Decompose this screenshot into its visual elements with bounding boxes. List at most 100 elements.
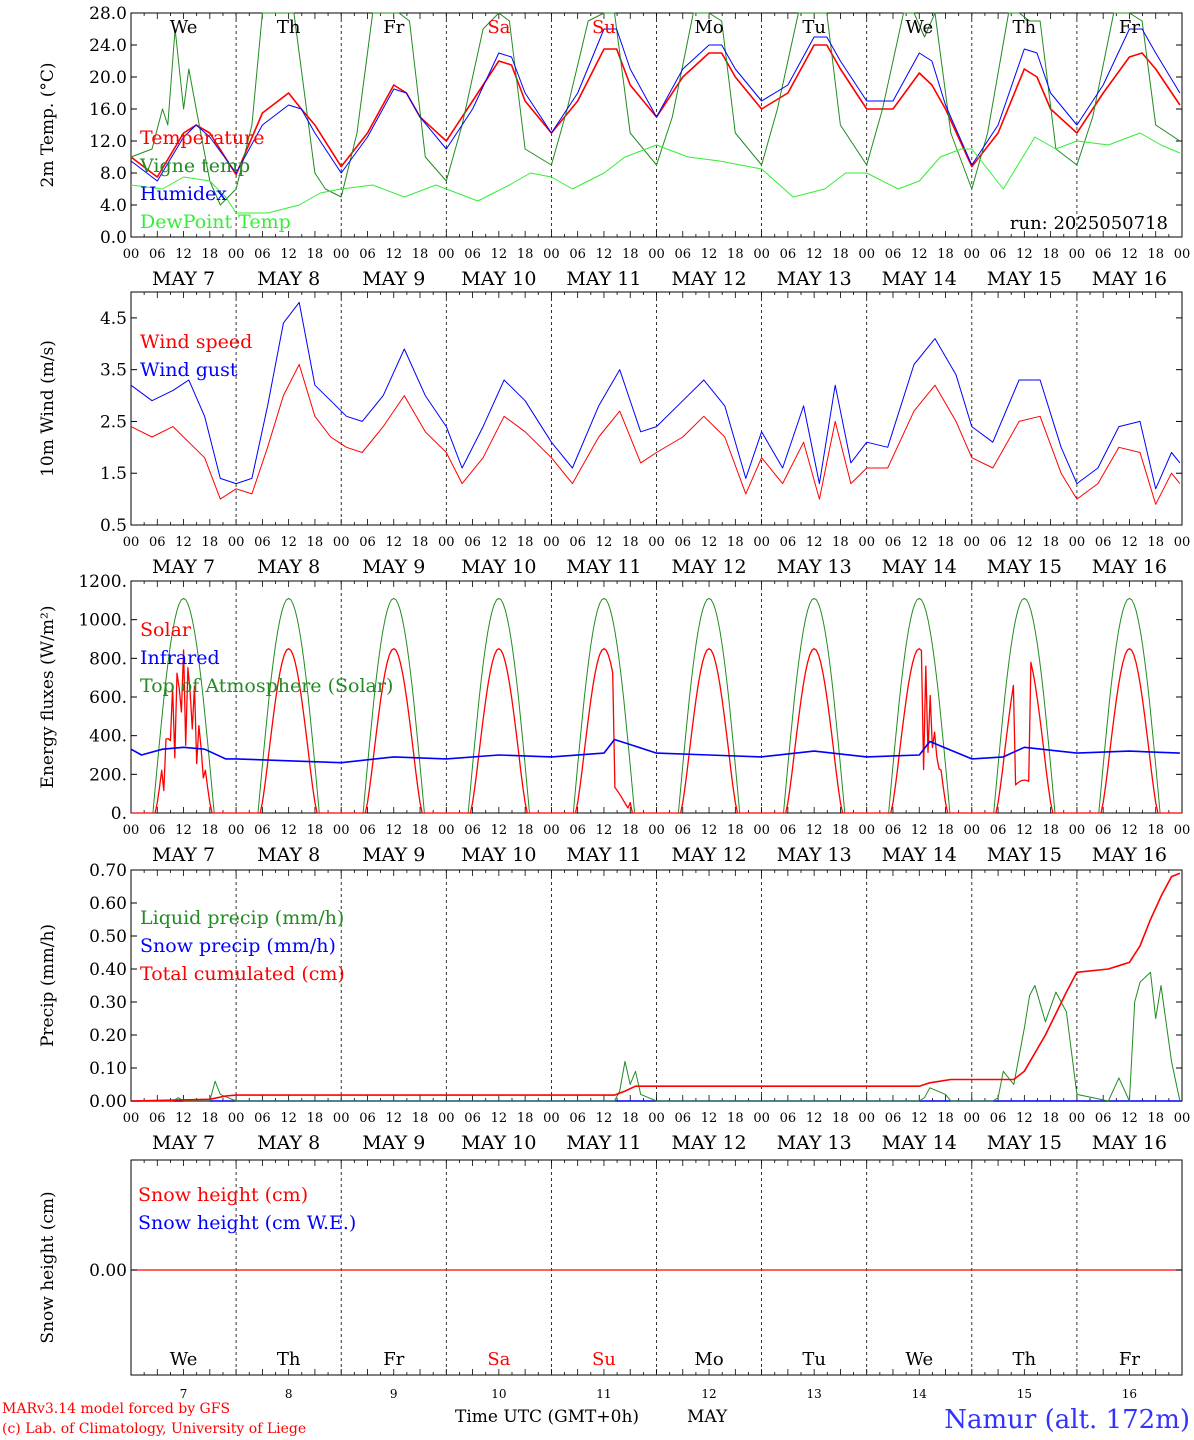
hour-label: 06: [990, 247, 1007, 262]
hour-label: 18: [202, 535, 219, 550]
hour-label: 00: [438, 1111, 455, 1126]
weekday-label: Fr: [1119, 17, 1140, 38]
hour-label: 18: [307, 1111, 324, 1126]
day-label: MAY 11: [566, 844, 641, 866]
day-label: MAY 7: [152, 556, 215, 578]
hour-label: 18: [832, 1111, 849, 1126]
y-tick-label: 0.60: [89, 894, 127, 914]
hour-label: 12: [806, 1111, 823, 1126]
series-line: [130, 301, 1181, 490]
y-tick-label: 2.5: [100, 412, 127, 432]
hour-label: 12: [1121, 247, 1138, 262]
day-number: 9: [390, 1387, 398, 1401]
weekday-label: Sa: [487, 1349, 510, 1370]
panel-3: Energy fluxes (W/m²) 0. 200. 400. 600. 800. 10…: [38, 572, 1190, 866]
series-line: [130, 28, 1181, 182]
y-tick-label: 0.5: [100, 516, 127, 536]
y-tick-label: 0.00: [89, 1092, 127, 1112]
hour-label: 12: [1016, 247, 1033, 262]
hour-label: 00: [964, 1111, 981, 1126]
hour-label: 18: [412, 823, 429, 838]
hour-label: 00: [648, 1111, 665, 1126]
weekday-label: Th: [1013, 17, 1037, 38]
day-label: MAY 10: [461, 556, 536, 578]
month-label: MAY: [687, 1407, 728, 1427]
hour-label: 12: [911, 535, 928, 550]
hour-label: 06: [675, 1111, 692, 1126]
hour-label: 06: [885, 247, 902, 262]
hour-label: 06: [464, 535, 481, 550]
hour-label: 00: [1069, 247, 1086, 262]
hour-label: 06: [885, 823, 902, 838]
hour-label: 12: [1016, 1111, 1033, 1126]
hour-label: 12: [596, 535, 613, 550]
hour-label: 12: [596, 1111, 613, 1126]
hour-label: 00: [1069, 535, 1086, 550]
hour-label: 00: [1174, 823, 1191, 838]
hour-label: 18: [517, 823, 534, 838]
y-axis-label: Precip (mm/h): [38, 924, 58, 1047]
hour-label: 06: [1095, 1111, 1112, 1126]
hour-label: 18: [937, 1111, 954, 1126]
day-number: 16: [1122, 1387, 1137, 1401]
hour-label: 06: [464, 1111, 481, 1126]
hour-label: 18: [727, 247, 744, 262]
y-tick-label: 0.50: [89, 927, 127, 947]
hour-label: 00: [858, 823, 875, 838]
hour-label: 00: [648, 823, 665, 838]
hour-label: 00: [1174, 1111, 1191, 1126]
y-tick-label: 200.: [89, 765, 127, 785]
day-label: MAY 15: [987, 268, 1062, 290]
y-tick-label: 12.0: [89, 132, 127, 152]
hour-label: 00: [753, 823, 770, 838]
hour-label: 06: [254, 1111, 271, 1126]
hour-label: 06: [569, 1111, 586, 1126]
y-tick-label: 0.10: [89, 1059, 127, 1079]
hour-label: 00: [228, 247, 245, 262]
weekday-label: Su: [592, 1349, 616, 1370]
y-tick-label: 1.5: [100, 464, 127, 484]
hour-label: 18: [307, 535, 324, 550]
hour-label: 12: [806, 823, 823, 838]
day-label: MAY 8: [257, 556, 320, 578]
y-tick-label: 0.00: [89, 1261, 127, 1281]
hour-label: 12: [280, 823, 297, 838]
hour-label: 12: [280, 535, 297, 550]
y-tick-label: 24.0: [89, 36, 127, 56]
hour-label: 18: [412, 247, 429, 262]
hour-label: 00: [438, 247, 455, 262]
panel-frame: [130, 12, 1183, 238]
hour-label: 12: [175, 823, 192, 838]
y-axis-label: 2m Temp. (°C): [38, 62, 58, 187]
legend-entry: Snow height (cm W.E.): [138, 1212, 356, 1234]
day-label: MAY 16: [1092, 556, 1167, 578]
hour-label: 18: [202, 247, 219, 262]
hour-label: 00: [123, 247, 140, 262]
legend-entry: Total cumulated (cm): [140, 963, 345, 985]
hour-label: 12: [385, 535, 402, 550]
day-label: MAY 13: [777, 844, 852, 866]
day-label: MAY 9: [362, 268, 425, 290]
hour-label: 00: [228, 823, 245, 838]
day-number: 10: [491, 1387, 506, 1401]
y-tick-label: 4.5: [100, 309, 127, 329]
hour-label: 00: [543, 535, 560, 550]
hour-label: 18: [1147, 247, 1164, 262]
hour-label: 06: [780, 823, 797, 838]
hour-label: 12: [280, 1111, 297, 1126]
hour-label: 12: [385, 1111, 402, 1126]
day-label: MAY 10: [461, 844, 536, 866]
series-line: [130, 132, 1181, 214]
y-axis-label: 10m Wind (m/s): [38, 340, 58, 477]
hour-label: 06: [464, 247, 481, 262]
station-name: Namur (alt. 172m): [944, 1405, 1190, 1435]
hour-label: 12: [596, 823, 613, 838]
day-label: MAY 14: [882, 844, 957, 866]
hour-label: 12: [280, 247, 297, 262]
y-tick-label: 0.30: [89, 993, 127, 1013]
hour-label: 00: [858, 1111, 875, 1126]
y-axis-label: Snow height (cm): [38, 1191, 58, 1343]
weekday-label: We: [905, 1349, 933, 1370]
hour-label: 00: [123, 1111, 140, 1126]
